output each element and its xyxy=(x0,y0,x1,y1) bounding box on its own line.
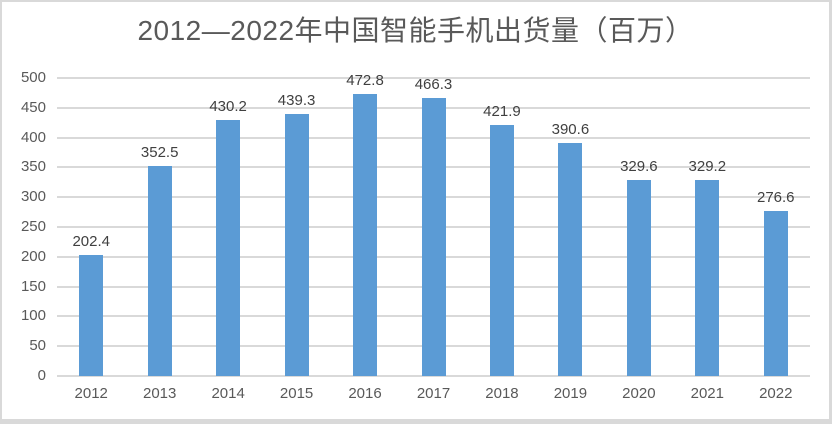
bar-value-label: 472.8 xyxy=(346,72,384,90)
chart-title: 2012—2022年中国智能手机出货量（百万） xyxy=(137,15,694,46)
x-axis-label: 2017 xyxy=(416,385,451,402)
bar-value-label: 329.6 xyxy=(620,157,658,175)
bar-value-label: 390.6 xyxy=(551,121,590,139)
y-axis-label: 300 xyxy=(20,188,46,206)
bar xyxy=(79,255,104,376)
bar-value-label: 202.4 xyxy=(72,233,110,251)
bar xyxy=(626,179,651,376)
y-axis-label: 500 xyxy=(20,69,46,86)
bar xyxy=(489,124,514,376)
bar-value-label: 421.9 xyxy=(483,102,521,120)
bar xyxy=(421,98,446,376)
bar-value-label: 439.3 xyxy=(277,92,316,110)
y-axis-label: 350 xyxy=(20,158,46,176)
gridline xyxy=(57,77,810,79)
bar xyxy=(216,119,241,376)
x-axis-label: 2022 xyxy=(759,385,793,402)
y-axis-label: 400 xyxy=(20,128,46,146)
bar-value-label: 352.5 xyxy=(140,143,179,161)
y-axis-label: 250 xyxy=(20,218,46,235)
bar xyxy=(284,114,309,376)
bar-value-label: 466.3 xyxy=(414,76,453,94)
y-axis-label: 450 xyxy=(20,98,46,116)
bar-value-label: 276.6 xyxy=(756,189,795,207)
y-axis-label: 200 xyxy=(20,247,46,265)
y-axis-label: 100 xyxy=(20,307,46,325)
x-axis-label: 2018 xyxy=(485,385,519,402)
bar xyxy=(763,211,788,376)
y-axis-label: 0 xyxy=(37,367,46,384)
x-axis-label: 2019 xyxy=(553,385,588,402)
y-axis-label: 50 xyxy=(29,337,46,355)
x-axis-label: 2013 xyxy=(142,385,177,402)
x-axis-label: 2020 xyxy=(622,385,656,402)
x-axis-label: 2014 xyxy=(211,385,245,402)
x-axis-label: 2015 xyxy=(279,385,314,402)
bar xyxy=(353,94,378,376)
y-axis-label: 150 xyxy=(20,277,46,295)
plot-area: 202.4 352.5 430.2 439.3 472.8 466.3 421.9 390.6… xyxy=(57,72,810,377)
gridline xyxy=(57,375,810,377)
bar-value-label: 430.2 xyxy=(209,97,247,115)
bar xyxy=(558,143,583,376)
bar xyxy=(147,165,172,376)
x-axis-label: 2012 xyxy=(74,385,108,402)
x-axis-label: 2016 xyxy=(348,385,382,402)
x-axis-label: 2021 xyxy=(690,385,724,402)
bar-value-label: 329.2 xyxy=(688,157,727,175)
bar xyxy=(695,179,720,376)
